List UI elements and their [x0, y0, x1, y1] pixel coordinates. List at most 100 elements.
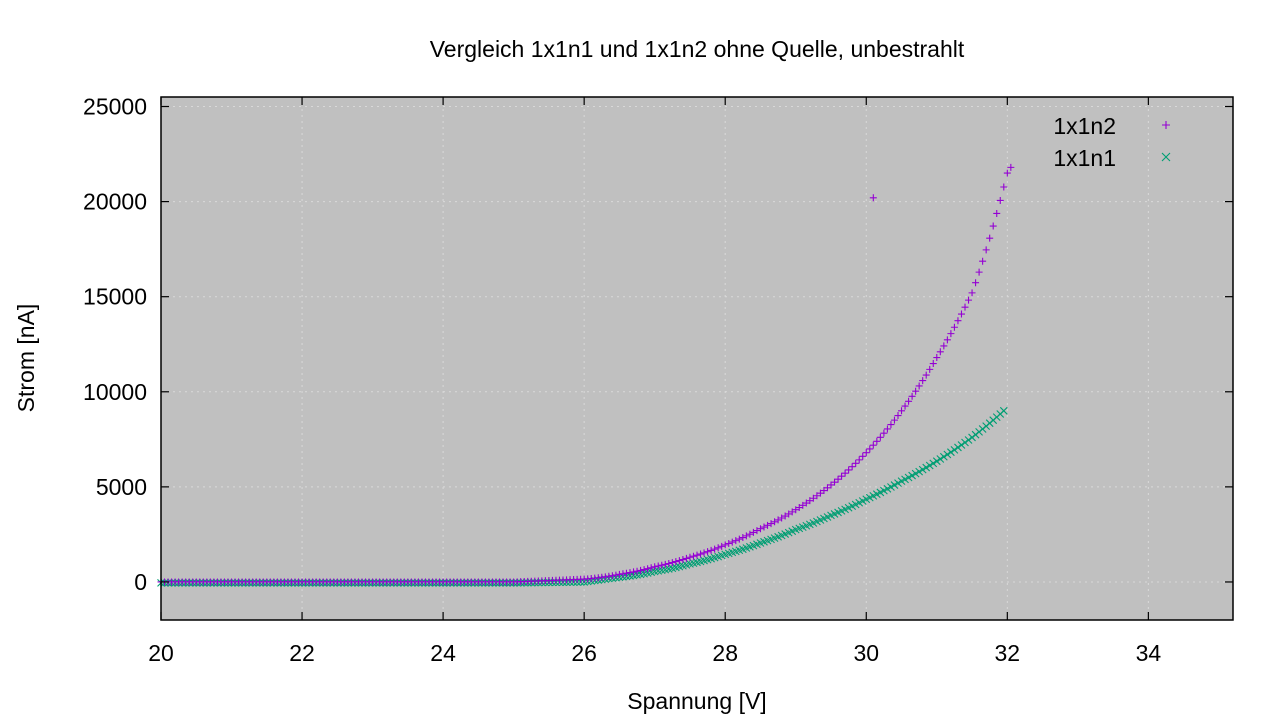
data-point — [630, 568, 638, 576]
y-tick-label: 10000 — [83, 379, 147, 405]
data-point — [922, 371, 930, 379]
data-point — [965, 296, 973, 304]
data-point — [890, 481, 899, 489]
data-point — [954, 443, 962, 452]
data-point — [831, 478, 839, 486]
data-point — [964, 436, 973, 444]
data-point — [908, 471, 916, 480]
data-point — [809, 494, 817, 502]
data-point — [915, 382, 923, 390]
y-tick-label: 15000 — [83, 284, 147, 310]
y-tick-label: 25000 — [83, 94, 147, 120]
data-point — [943, 336, 951, 344]
grid-lines — [160, 97, 1233, 620]
data-point — [644, 565, 652, 573]
x-axis-label: Spannung [V] — [627, 688, 766, 714]
data-point — [739, 534, 747, 542]
data-point — [1003, 169, 1011, 177]
data-point — [993, 209, 1001, 217]
data-point — [816, 489, 824, 497]
data-point — [756, 525, 764, 533]
data-point — [693, 551, 701, 559]
data-point — [876, 433, 884, 441]
data-point — [939, 452, 948, 461]
data-point — [686, 553, 694, 561]
x-tick-label: 24 — [430, 640, 456, 666]
data-point — [802, 499, 810, 507]
plot-area — [161, 97, 1233, 620]
data-point — [932, 457, 941, 466]
data-point — [929, 459, 938, 468]
data-point — [654, 562, 662, 570]
data-point — [795, 504, 803, 512]
x-tick-label: 30 — [853, 640, 879, 666]
data-point — [651, 563, 659, 571]
data-point — [957, 310, 965, 318]
data-point — [721, 541, 729, 549]
data-point — [943, 450, 952, 459]
data-point — [707, 546, 715, 554]
data-point — [989, 222, 997, 230]
data-point — [689, 552, 697, 560]
data-point — [753, 527, 761, 535]
data-point — [912, 387, 920, 395]
y-tick-label: 0 — [134, 569, 147, 595]
data-point — [746, 530, 754, 538]
data-point — [813, 492, 821, 500]
data-point — [915, 467, 924, 476]
data-point — [911, 469, 920, 478]
data-point — [936, 455, 945, 463]
data-point — [961, 438, 969, 447]
data-point — [668, 559, 676, 567]
data-point — [862, 449, 870, 457]
data-point — [940, 342, 948, 350]
data-point — [890, 416, 898, 424]
data-point — [918, 465, 927, 474]
data-point — [764, 521, 772, 529]
data-point — [845, 466, 853, 474]
data-point — [827, 481, 835, 489]
data-point — [961, 303, 969, 311]
data-point — [608, 572, 616, 580]
data-point — [869, 441, 877, 449]
data-point — [619, 570, 627, 578]
data-point — [869, 194, 877, 202]
data-point — [968, 289, 976, 297]
data-point — [841, 469, 849, 477]
legend-label-1x1n2: 1x1n2 — [1053, 113, 1116, 139]
data-point — [778, 514, 786, 522]
plot-frame — [160, 96, 1234, 621]
data-point — [925, 461, 934, 470]
data-point — [661, 560, 669, 568]
data-point — [735, 535, 743, 543]
data-point — [957, 441, 966, 449]
data-point — [658, 561, 666, 569]
series-1x1n2 — [157, 163, 1015, 586]
data-point — [986, 234, 994, 242]
data-point — [883, 425, 891, 433]
data-point — [622, 569, 630, 577]
data-point — [665, 559, 673, 567]
data-point — [771, 518, 779, 526]
data-point — [1000, 183, 1008, 191]
data-point — [954, 317, 962, 325]
data-point — [933, 354, 941, 362]
data-point — [1007, 163, 1015, 171]
x-tick-label: 22 — [289, 640, 315, 666]
data-point — [905, 397, 913, 405]
x-tick-label: 26 — [571, 640, 597, 666]
data-point — [711, 545, 719, 553]
data-point — [820, 487, 828, 495]
axis-ticks: 20 22 24 26 28 30 32 34 0 5000 10000 15000 20000 2500… — [83, 94, 1233, 666]
data-point — [852, 459, 860, 467]
data-point — [767, 520, 775, 528]
data-point — [1162, 121, 1170, 129]
data-point — [901, 402, 909, 410]
data-point — [866, 445, 874, 453]
data-point — [732, 537, 740, 545]
data-point — [922, 463, 931, 472]
legend-label-1x1n1: 1x1n1 — [1053, 145, 1116, 171]
data-point — [672, 558, 680, 566]
data-point — [859, 452, 867, 460]
